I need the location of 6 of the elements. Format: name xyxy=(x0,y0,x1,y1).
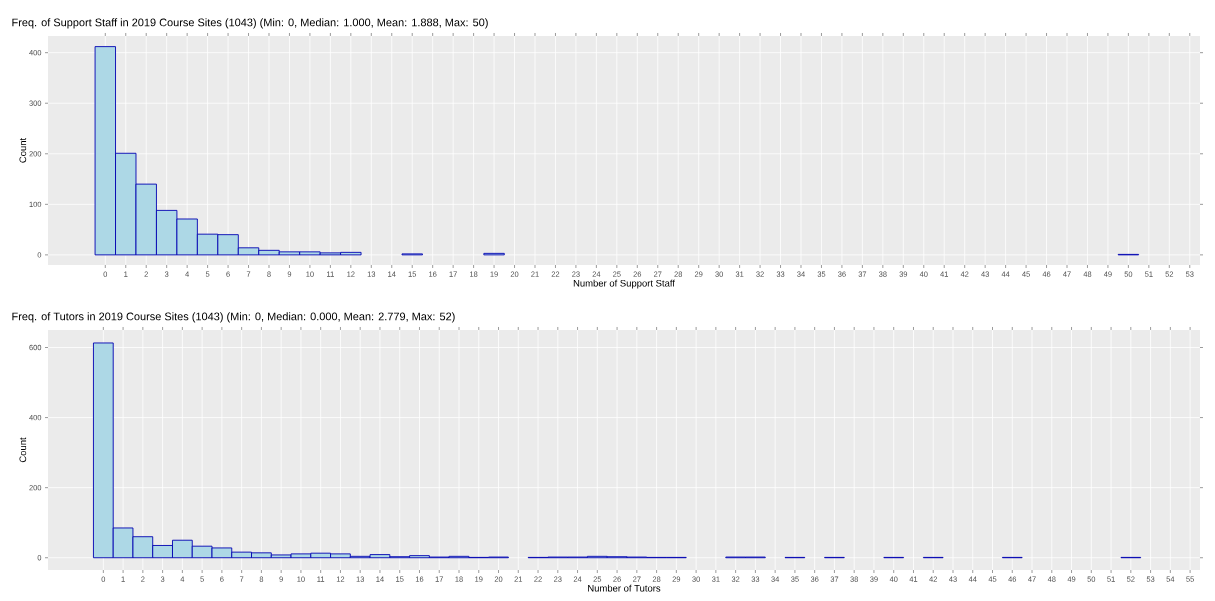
chart-title: Freq. of Support Staff in 2019 Course Sites (1043) (Min: 0, Median: 1.000, Mean: 1.888, Max: 50) xyxy=(12,18,488,29)
chart-title: Freq. of Tutors in 2019 Course Sites (1043) (Min: 0, Median: 0.000, Mean: 2.779, Max: 52) xyxy=(12,312,455,323)
x-axis-title: Number of Tutors xyxy=(588,584,661,592)
y-axis-title: Count xyxy=(19,437,27,463)
y-axis-title: Count xyxy=(19,137,27,163)
x-axis-title: Number of Support Staff xyxy=(573,279,675,289)
